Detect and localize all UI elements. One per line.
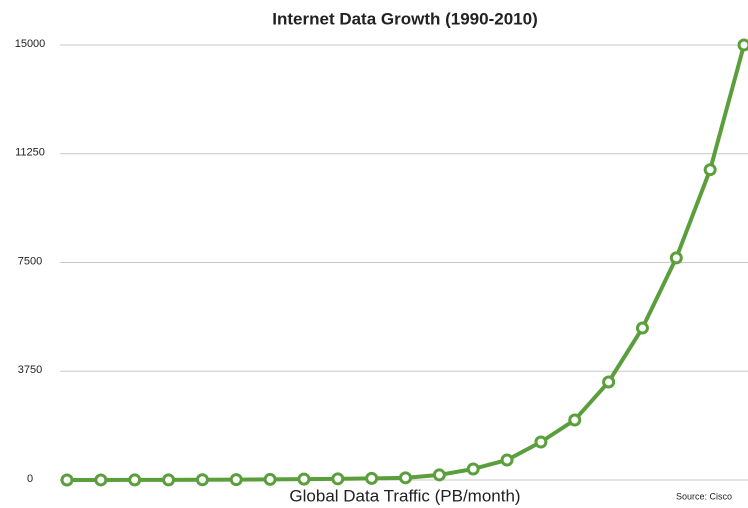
point: [195, 473, 209, 487]
point: [94, 473, 108, 487]
point: [399, 471, 412, 485]
y-tick-label: 0: [27, 473, 33, 485]
point: [365, 471, 379, 485]
point: [263, 472, 277, 486]
point: [602, 375, 616, 389]
point: [331, 472, 345, 486]
point: [669, 251, 683, 265]
point: [432, 468, 446, 482]
point: [229, 473, 243, 487]
point: [500, 453, 514, 467]
point: [60, 473, 74, 487]
y-tick-label: 7500: [18, 255, 42, 267]
point: [128, 473, 142, 487]
y-tick-label: 3750: [18, 364, 42, 376]
point: [466, 462, 480, 476]
y-tick-label: 11250: [15, 147, 45, 159]
x-axis-label: Global Data Traffic (PB/month): [289, 486, 520, 505]
point: [568, 413, 582, 427]
y-tick-label: 15000: [15, 38, 46, 50]
point: [162, 473, 176, 487]
point: [297, 472, 311, 486]
point: [737, 38, 748, 52]
point: [534, 435, 548, 449]
point: [703, 163, 717, 177]
source-note: Source: Cisco: [676, 491, 732, 501]
point: [635, 321, 649, 335]
chart-title: Internet Data Growth (1990-2010): [272, 9, 537, 28]
